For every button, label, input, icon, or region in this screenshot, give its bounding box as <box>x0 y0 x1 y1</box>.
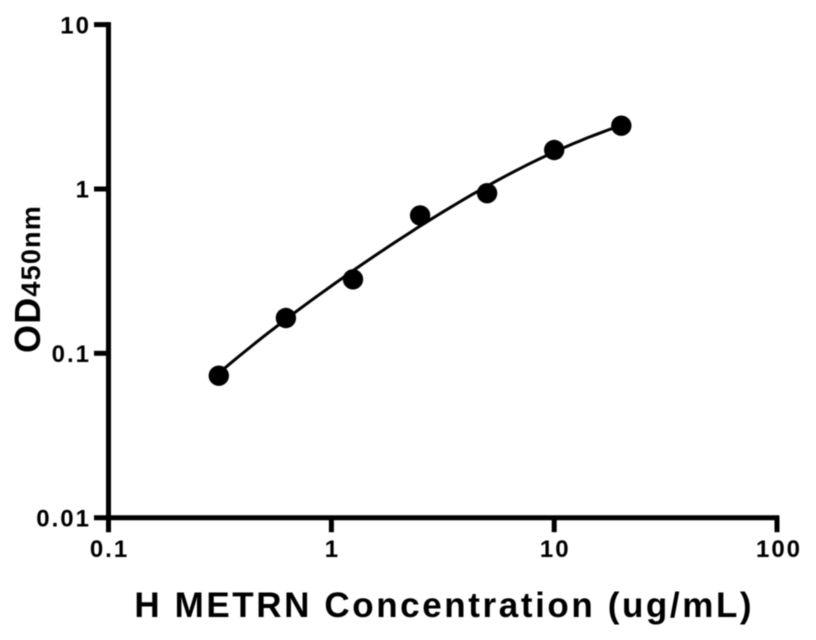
svg-text:0.01: 0.01 <box>36 505 91 532</box>
svg-text:H METRN Concentration (ug/mL): H METRN Concentration (ug/mL) <box>134 586 754 625</box>
svg-text:1: 1 <box>325 536 340 563</box>
svg-text:100: 100 <box>756 536 802 563</box>
svg-text:0.1: 0.1 <box>52 341 91 368</box>
svg-text:1: 1 <box>76 177 91 204</box>
svg-text:10: 10 <box>60 12 91 39</box>
svg-text:10: 10 <box>540 536 571 563</box>
svg-text:0.1: 0.1 <box>90 536 129 563</box>
